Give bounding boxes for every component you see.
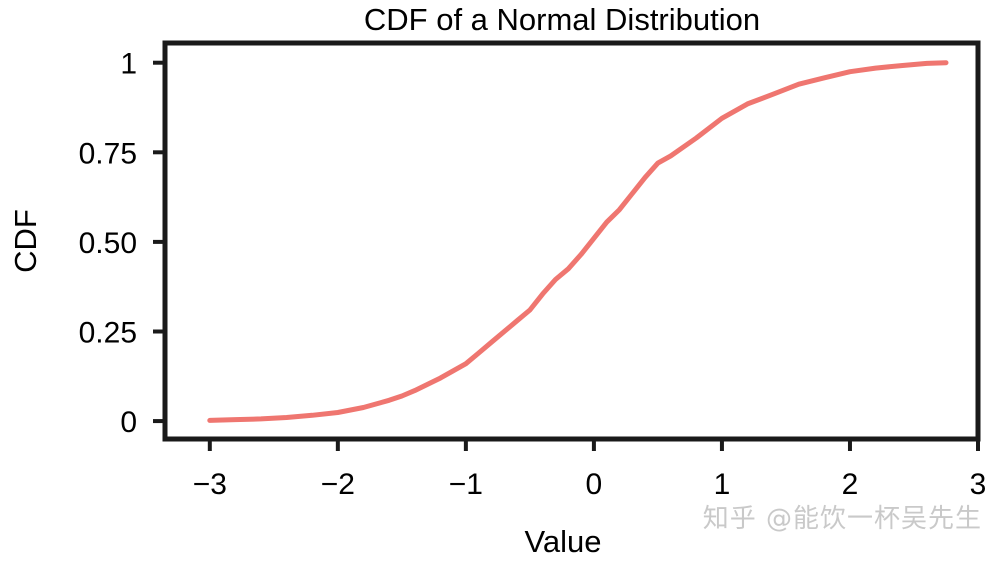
x-tick-label: 1	[714, 468, 731, 501]
x-tick-label: −2	[321, 468, 355, 501]
x-tick-label: 2	[842, 468, 859, 501]
chart-title: CDF of a Normal Distribution	[364, 2, 760, 37]
y-tick-label: 0.75	[79, 137, 137, 170]
y-tick-label: 1	[120, 48, 137, 81]
plot-frame	[162, 40, 981, 442]
watermark-text: 知乎 @能饮一杯吴先生	[702, 504, 982, 534]
y-tick-label: 0.25	[79, 316, 137, 349]
x-axis-label: Value	[525, 524, 602, 559]
x-tick-label: −1	[449, 468, 483, 501]
x-tick-label: 0	[586, 468, 603, 501]
y-axis-label: CDF	[8, 209, 43, 273]
y-tick-label: 0	[120, 406, 137, 439]
y-tick-label: 0.50	[79, 227, 137, 260]
cdf-series-line-0	[207, 60, 949, 423]
x-tick-label: 3	[970, 468, 987, 501]
x-tick-label: −3	[193, 468, 227, 501]
series-layer	[207, 60, 949, 423]
tick-layer: −3 −2 −1 0 1 2 3 0 0.25 0.50 0.75 1	[79, 48, 987, 501]
